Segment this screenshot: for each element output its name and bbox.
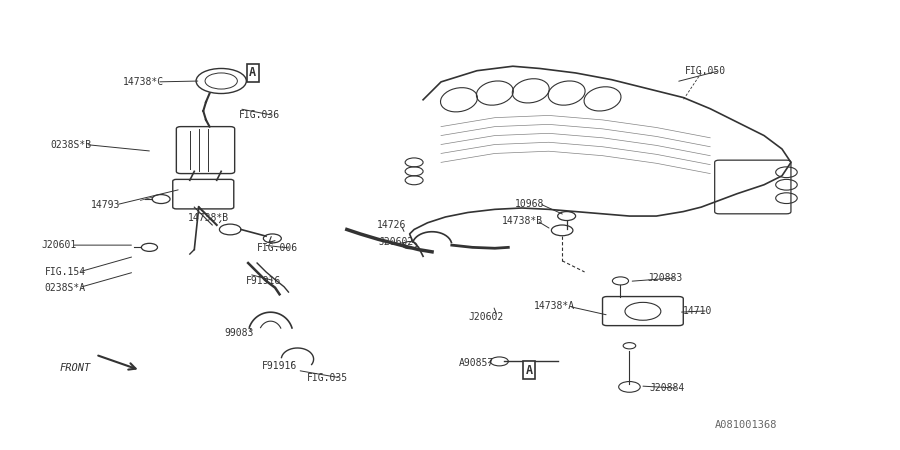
- Text: FIG.154: FIG.154: [44, 267, 86, 277]
- Text: F91916: F91916: [262, 361, 297, 371]
- Text: 14738*B: 14738*B: [188, 213, 230, 223]
- Text: 0238S*B: 0238S*B: [50, 140, 92, 149]
- Text: J20602: J20602: [468, 312, 503, 322]
- Text: 99083: 99083: [224, 328, 253, 338]
- Text: J20602: J20602: [378, 237, 413, 247]
- Text: A: A: [249, 67, 256, 80]
- Text: 0238S*A: 0238S*A: [44, 283, 86, 293]
- Text: FIG.035: FIG.035: [306, 373, 347, 383]
- Text: A90857: A90857: [459, 358, 494, 368]
- Text: F91916: F91916: [246, 276, 281, 286]
- Text: FIG.036: FIG.036: [239, 110, 280, 121]
- Text: 14738*B: 14738*B: [502, 216, 544, 225]
- Text: J20601: J20601: [41, 240, 77, 250]
- Text: 14738*C: 14738*C: [122, 77, 164, 87]
- Text: 14793: 14793: [91, 200, 121, 210]
- Text: FIG.006: FIG.006: [257, 243, 298, 253]
- Text: 10968: 10968: [515, 198, 544, 208]
- Text: FIG.050: FIG.050: [685, 66, 726, 76]
- Text: J20883: J20883: [647, 273, 682, 283]
- Text: 14738*A: 14738*A: [535, 302, 575, 311]
- Text: 14726: 14726: [376, 220, 406, 230]
- Text: A: A: [526, 364, 533, 377]
- Text: J20884: J20884: [649, 383, 684, 393]
- Text: A081001368: A081001368: [715, 420, 778, 431]
- Text: 14710: 14710: [683, 306, 713, 316]
- Text: FRONT: FRONT: [59, 363, 91, 373]
